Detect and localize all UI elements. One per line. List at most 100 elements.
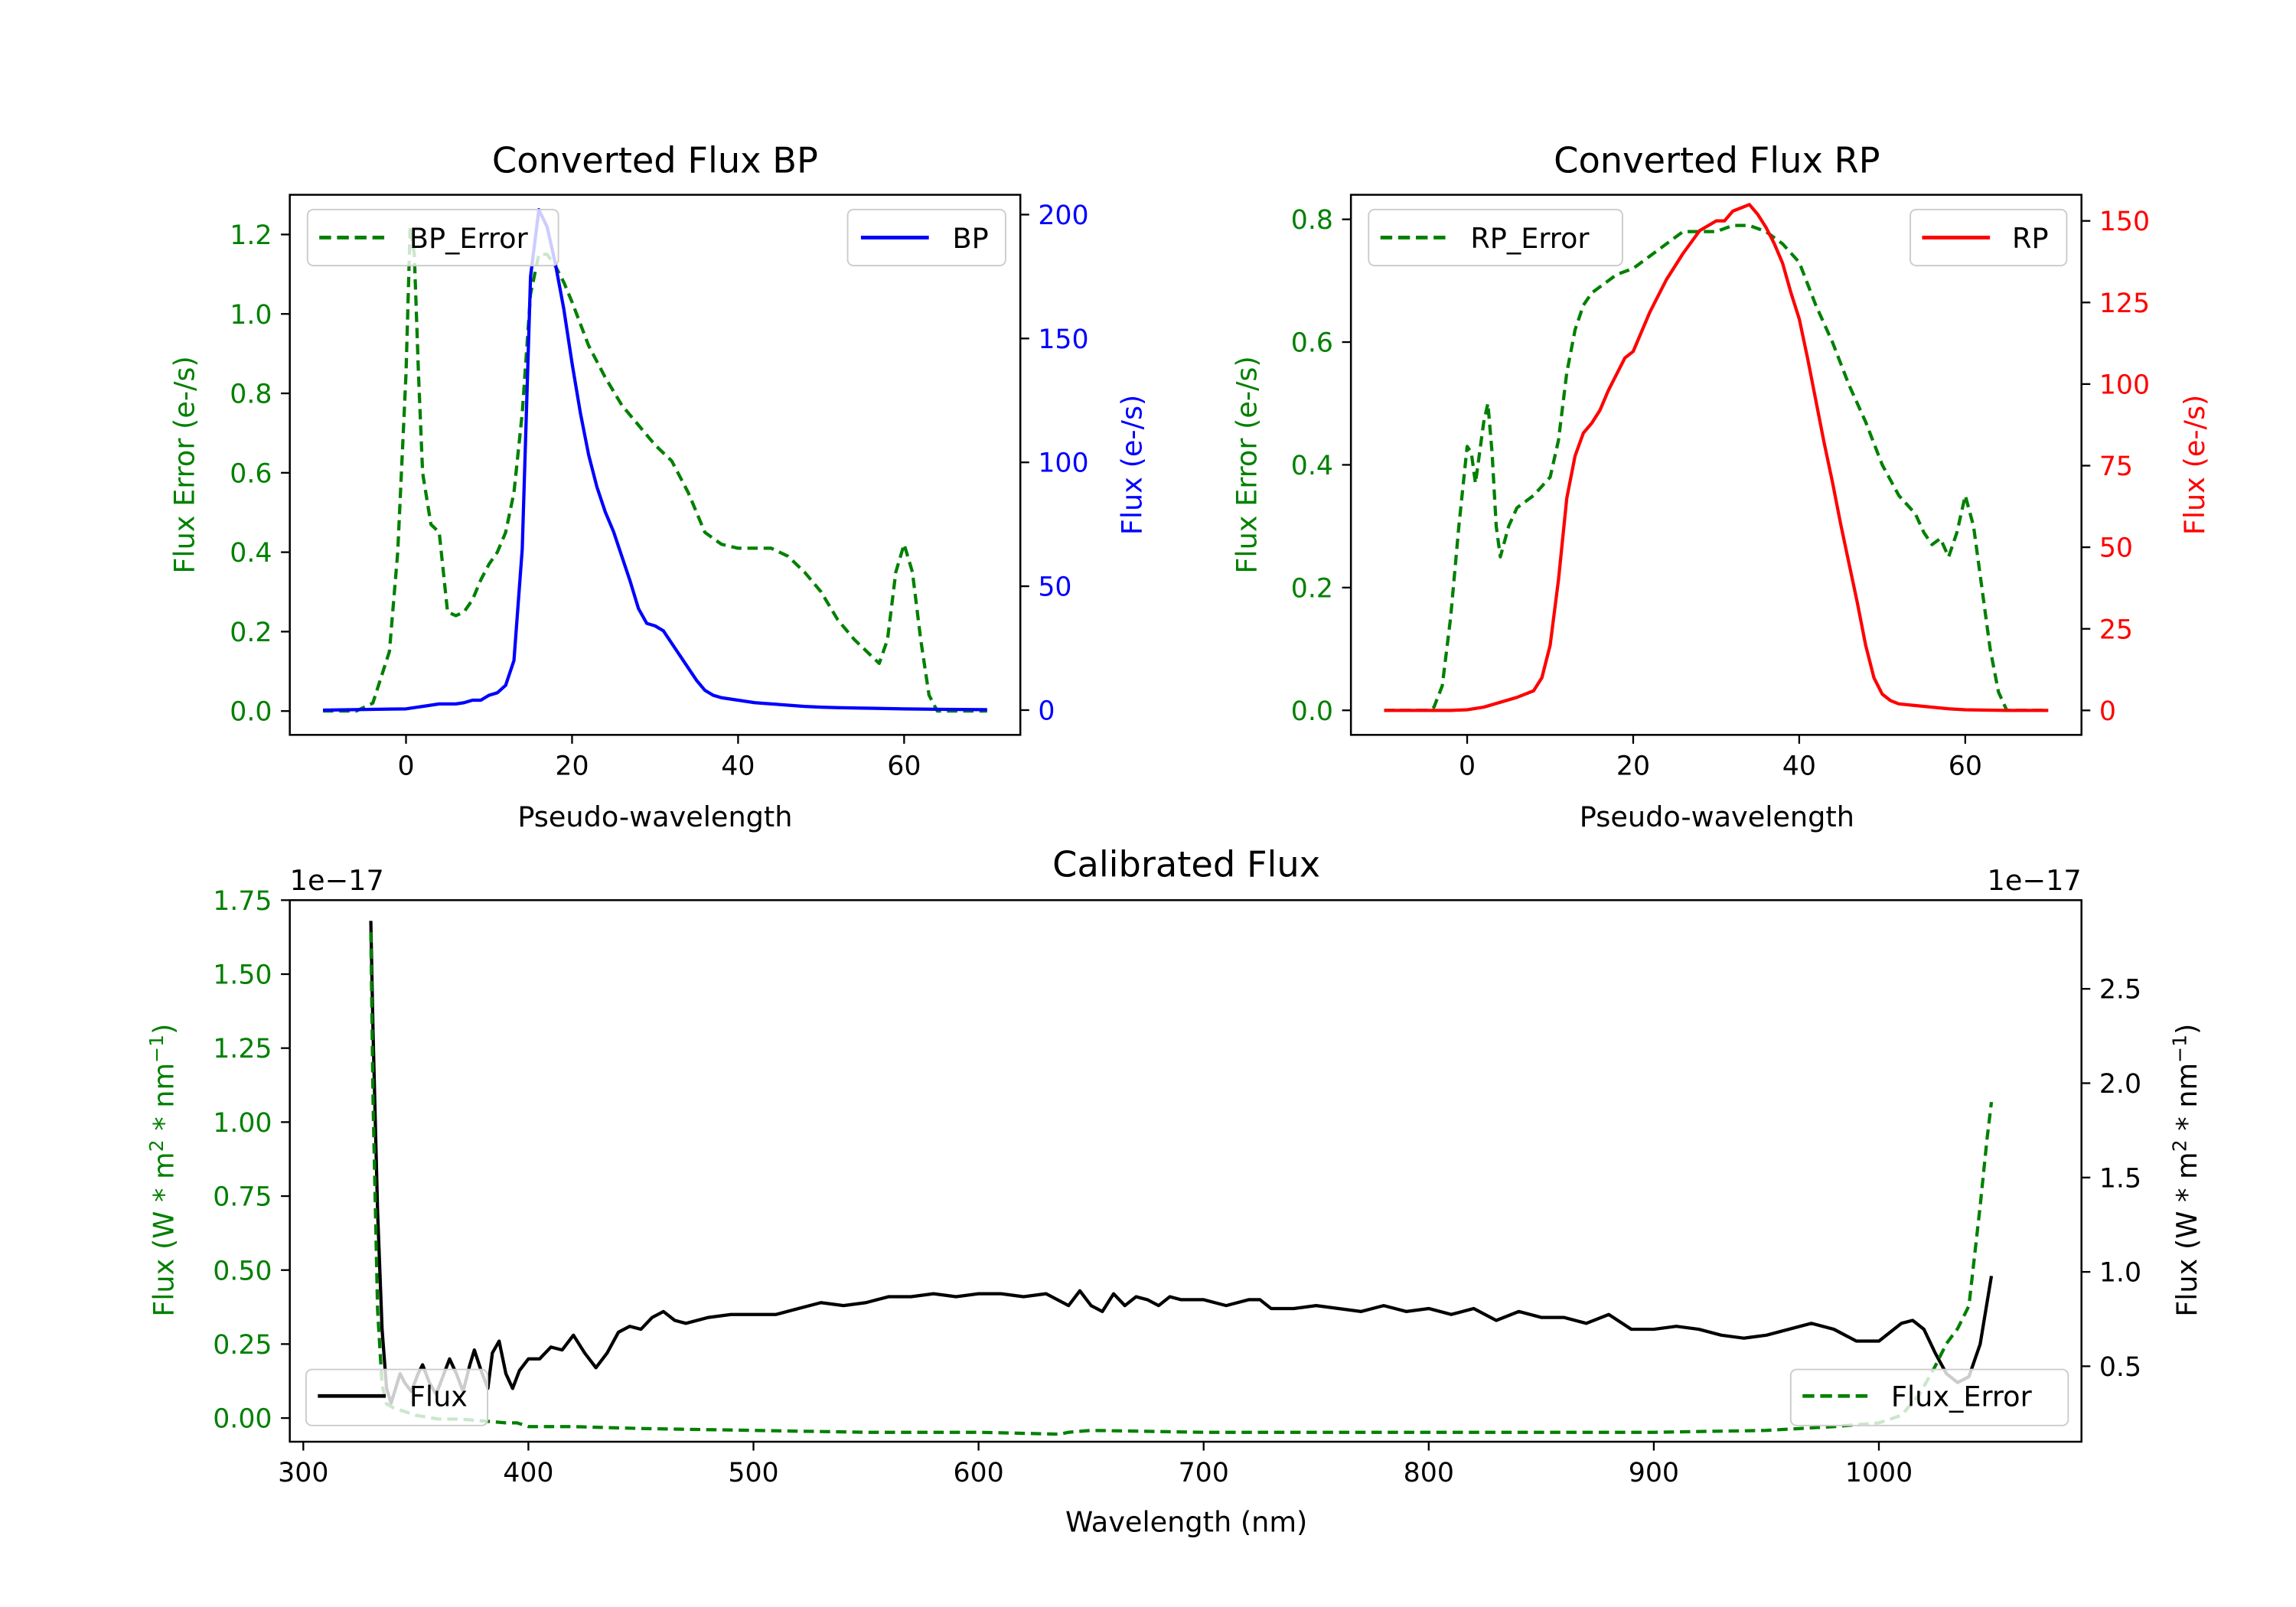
rp-series-rp-error-line	[1384, 223, 2049, 712]
rp-legend-error-box	[1368, 208, 1623, 267]
rp-panel: Converted Flux RP 0 20 40 60 0.0 0.2 0.4 0.6 0.8…	[1231, 140, 2211, 833]
svg-text:Flux (W * m2 * nm−1): Flux (W * m2 * nm−1)	[2169, 1024, 2203, 1317]
bp-ytick-left-label: 0.2	[230, 618, 272, 648]
cal-ytick-left-label: 1.00	[213, 1108, 272, 1139]
rp-xlabel: Pseudo-wavelength	[1580, 800, 1854, 833]
bp-xtick-label: 40	[721, 751, 755, 781]
cal-series-flux-line	[369, 921, 1994, 1405]
rp-ytick-right-label: 125	[2099, 288, 2150, 319]
cal-title: Calibrated Flux	[1052, 843, 1320, 885]
bp-title: Converted Flux BP	[492, 140, 818, 181]
cal-ylabel-right: Flux (W * m2 * nm−1)	[2169, 1024, 2203, 1317]
rp-title: Converted Flux RP	[1554, 140, 1880, 181]
bp-plot-area: 0 20 40 60 0.0 0.2 0.4 0.6 0.8 1.0 1.2 0 50 100 150 200	[230, 194, 1089, 781]
rp-ytick-left-label: 0.8	[1291, 205, 1333, 236]
cal-xtick-label: 900	[1629, 1458, 1679, 1488]
rp-legend-error-label: RP_Error	[1470, 222, 1590, 255]
rp-series-rp-line	[1384, 203, 2049, 712]
rp-xtick-label: 0	[1459, 751, 1476, 781]
bp-series-group	[323, 207, 987, 713]
cal-ytick-left-label: 0.00	[213, 1404, 272, 1435]
bp-ytick-right-label: 100	[1038, 448, 1088, 479]
rp-xtick-label: 60	[1949, 751, 1982, 781]
cal-offset-left: 1e−17	[290, 864, 384, 897]
rp-ytick-left-label: 0.2	[1291, 573, 1333, 604]
bp-ytick-left-label: 0.8	[230, 380, 272, 410]
cal-xtick-label: 300	[278, 1458, 328, 1488]
cal-ytick-left-label: 0.25	[213, 1330, 272, 1361]
bp-legend-flux-label: BP	[952, 222, 988, 255]
cal-ytick-right-label: 1.0	[2099, 1258, 2141, 1289]
rp-legend-flux-label: RP	[2012, 222, 2049, 255]
cal-legend-error: Flux_Error	[1789, 1368, 2069, 1426]
cal-ytick-right-label: 1.5	[2099, 1163, 2141, 1194]
bp-ytick-left-label: 1.0	[230, 300, 272, 331]
cal-legend-flux: Flux	[305, 1368, 489, 1426]
rp-legend-flux: RP	[1910, 208, 2068, 267]
cal-offset-right: 1e−17	[1988, 864, 2082, 897]
cal-axes-frame	[289, 899, 2082, 1443]
cal-ytick-left-label: 0.50	[213, 1256, 272, 1286]
bp-xtick-label: 60	[887, 751, 921, 781]
bp-ytick-right-label: 200	[1038, 200, 1088, 231]
rp-ytick-right-label: 0	[2099, 696, 2116, 727]
cal-xtick-label: 1000	[1845, 1458, 1913, 1488]
bp-axes-frame	[289, 194, 1022, 736]
rp-xtick-label: 40	[1782, 751, 1816, 781]
cal-xtick-label: 800	[1404, 1458, 1454, 1488]
cal-legend-error-label: Flux_Error	[1891, 1380, 2033, 1413]
cal-xlabel: Wavelength (nm)	[1065, 1506, 1307, 1539]
bp-ylabel-left: Flux Error (e-/s)	[168, 356, 201, 573]
bp-legend-error: BP_Error	[306, 208, 559, 267]
cal-ytick-right-label: 0.5	[2099, 1352, 2141, 1383]
rp-plot-area: 0 20 40 60 0.0 0.2 0.4 0.6 0.8 0 25 50 75 100 125 150	[1291, 194, 2150, 781]
bp-series-bp-error-line	[323, 224, 987, 713]
cal-xtick-label: 600	[953, 1458, 1003, 1488]
bp-xtick-label: 0	[397, 751, 414, 781]
cal-ytick-left-label: 0.75	[213, 1182, 272, 1213]
cal-plot-area: 300 400 500 600 700 800 900 1000 0.00 0.25 0.50 0.7…	[213, 886, 2141, 1488]
cal-ytick-left-label: 1.25	[213, 1034, 272, 1064]
rp-ytick-left-label: 0.0	[1291, 696, 1333, 727]
rp-ytick-left-label: 0.4	[1291, 451, 1333, 481]
bp-ytick-left-label: 0.0	[230, 697, 272, 728]
bp-ytick-left-label: 0.6	[230, 458, 272, 489]
bp-ylabel-right: Flux (e-/s)	[1115, 395, 1148, 536]
bp-legend-error-label: BP_Error	[409, 222, 529, 255]
bp-ytick-left-label: 1.2	[230, 220, 272, 251]
cal-ytick-left-label: 1.50	[213, 960, 272, 991]
rp-ytick-left-label: 0.6	[1291, 328, 1333, 359]
rp-series-group	[1384, 203, 2049, 712]
cal-ylabel-left: Flux (W * m2 * nm−1)	[145, 1024, 180, 1317]
rp-ytick-right-label: 50	[2099, 533, 2133, 564]
cal-xtick-label: 400	[503, 1458, 553, 1488]
bp-legend-flux: BP	[846, 208, 1006, 267]
cal-legend-error-box	[1789, 1368, 2069, 1426]
rp-legend-error: RP_Error	[1368, 208, 1623, 267]
bp-xlabel: Pseudo-wavelength	[517, 800, 792, 833]
bp-ytick-right-label: 50	[1038, 572, 1071, 603]
rp-ytick-right-label: 75	[2099, 451, 2133, 482]
rp-ylabel-right: Flux (e-/s)	[2178, 395, 2211, 536]
cal-xtick-label: 500	[728, 1458, 778, 1488]
cal-ytick-right-label: 2.5	[2099, 975, 2141, 1006]
cal-ytick-right-label: 2.0	[2099, 1069, 2141, 1100]
bp-series-bp-line	[323, 207, 987, 712]
bp-ytick-right-label: 0	[1038, 696, 1055, 726]
bp-legend-error-box	[306, 208, 559, 267]
cal-xtick-label: 700	[1179, 1458, 1229, 1488]
svg-text:Flux (W * m2 * nm−1): Flux (W * m2 * nm−1)	[145, 1024, 180, 1317]
rp-ytick-right-label: 25	[2099, 614, 2133, 645]
cal-ytick-left-label: 1.75	[213, 886, 272, 917]
bp-ytick-left-label: 0.4	[230, 538, 272, 569]
cal-legend-flux-label: Flux	[409, 1380, 468, 1413]
bp-xtick-label: 20	[555, 751, 589, 781]
bp-panel: Converted Flux BP 0 20 40 60 0.0 0.2 0.4 0.6 0.8…	[168, 140, 1148, 833]
cal-legend-flux-box	[305, 1368, 489, 1426]
rp-ytick-right-label: 100	[2099, 370, 2150, 400]
bp-ytick-right-label: 150	[1038, 324, 1088, 355]
rp-ylabel-left: Flux Error (e-/s)	[1231, 356, 1264, 573]
cal-panel: Calibrated Flux 1e−17 1e−17 300 400 500 600…	[145, 843, 2203, 1538]
rp-xtick-label: 20	[1616, 751, 1650, 781]
